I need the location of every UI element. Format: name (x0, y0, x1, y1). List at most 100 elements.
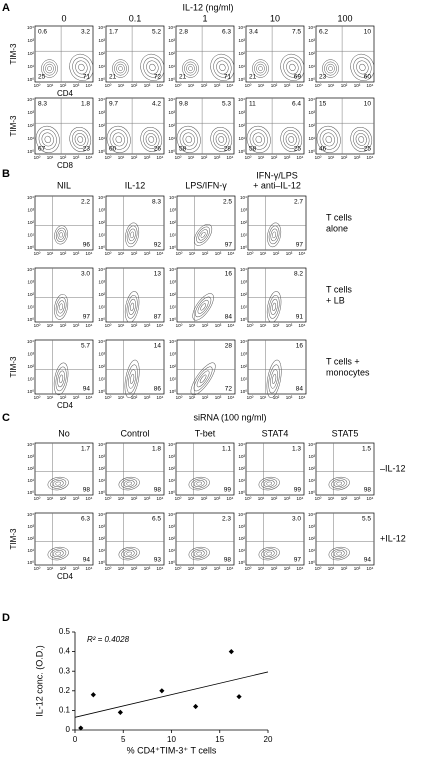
y-tick-label: 10⁴ (238, 25, 245, 30)
y-tick-label: 10⁰ (98, 317, 105, 322)
contour (326, 63, 335, 74)
quadrant-value: 0.6 (38, 29, 47, 36)
x-tick-label: 10⁰ (34, 323, 41, 328)
contour (118, 66, 123, 72)
contour (324, 61, 337, 76)
y-tick-label: 10² (27, 364, 34, 369)
quadrant-value: 8.3 (38, 101, 47, 108)
contour (196, 226, 210, 244)
quadrant-value: 72 (225, 386, 233, 393)
quadrant-value: 91 (296, 314, 304, 321)
quadrant-value: 58 (179, 146, 187, 153)
quadrant-value: 3.0 (292, 516, 301, 523)
quadrant-value: 98 (154, 487, 162, 494)
contour (54, 225, 68, 245)
quadrant-value: 1.1 (222, 446, 231, 453)
y-tick-label: 10¹ (27, 136, 34, 141)
x-tick-label: 10⁴ (157, 323, 164, 328)
contour (272, 231, 277, 239)
x-tick-label: 10¹ (328, 496, 335, 501)
contour (193, 550, 205, 558)
contour (267, 222, 282, 248)
contour (283, 57, 302, 78)
y-axis-label: TIM-3 (9, 528, 18, 549)
contour (263, 550, 275, 558)
y-tick-label: 10⁰ (240, 245, 247, 250)
y-tick-label: 10⁰ (27, 389, 34, 394)
x-tick-label: 10¹ (47, 155, 54, 160)
y-tick-label: 10² (238, 123, 245, 128)
x-tick-label: 10² (60, 496, 67, 501)
contour (191, 548, 208, 559)
x-axis-label: CD4 (57, 401, 74, 410)
y-tick-label: 10² (308, 123, 315, 128)
x-tick-label: 10² (60, 155, 67, 160)
x-tick-label: 10¹ (188, 83, 195, 88)
x-tick-label: 10⁰ (245, 83, 252, 88)
x-tick-label: 10² (202, 251, 209, 256)
y-tick-label: 10⁴ (27, 267, 34, 272)
contour (195, 296, 212, 318)
contour (350, 126, 373, 152)
x-tick-label: 10¹ (260, 395, 267, 400)
x-tick-label: 10⁴ (157, 155, 164, 160)
quadrant-value: 16 (296, 343, 304, 350)
x-tick-label: 10⁴ (297, 155, 304, 160)
contour (106, 125, 131, 154)
y-tick-label: 10³ (308, 454, 315, 459)
quadrant-value: 6.4 (292, 101, 301, 108)
contour (186, 63, 195, 74)
column-header: T-bet (195, 428, 216, 438)
contour (193, 480, 205, 488)
x-tick-label: 10² (341, 83, 348, 88)
panel-label: D (2, 612, 10, 624)
contour (179, 129, 198, 150)
y-tick-label: 10¹ (98, 136, 105, 141)
y-tick-label: 10⁴ (238, 512, 245, 517)
contour (283, 130, 300, 149)
x-tick-label: 10⁴ (157, 251, 164, 256)
panel-title: siRNA (100 ng/ml) (193, 412, 266, 422)
contour (176, 125, 201, 154)
y-tick-label: 10¹ (168, 478, 175, 483)
y-tick-label: 10⁰ (238, 149, 245, 154)
x-tick-label: 10¹ (258, 83, 265, 88)
quadrant-value: 97 (294, 557, 302, 564)
contour (109, 129, 128, 150)
column-header: 10 (270, 13, 280, 23)
quadrant-value: 71 (224, 74, 232, 81)
x-tick-label: 10⁰ (176, 323, 183, 328)
contour (118, 546, 140, 561)
x-tick-label: 10⁴ (227, 496, 234, 501)
contour (355, 133, 367, 146)
y-tick-label: 10² (98, 466, 105, 471)
x-tick-label: 5 (121, 735, 126, 744)
x-tick-label: 10¹ (189, 251, 196, 256)
contour (266, 291, 282, 323)
contour (55, 366, 67, 392)
quadrant-value: 58 (249, 146, 257, 153)
y-tick-label: 0.1 (59, 706, 71, 715)
trend-line (74, 671, 269, 718)
x-tick-label: 10² (341, 155, 348, 160)
row-label: +IL-12 (380, 533, 406, 543)
y-tick-label: 10⁴ (308, 442, 315, 447)
contour (115, 135, 122, 144)
contour (69, 126, 92, 152)
quadrant-value: 5.2 (152, 29, 161, 36)
quadrant-value: 1.7 (109, 29, 118, 36)
x-tick-label: 10⁴ (297, 83, 304, 88)
quadrant-value: 28 (225, 343, 233, 350)
column-header: No (58, 428, 70, 438)
y-tick-label: 10³ (27, 38, 34, 43)
contour (325, 135, 332, 144)
contour (288, 136, 295, 143)
contour (57, 300, 65, 314)
contour (130, 373, 135, 384)
contour (322, 59, 339, 78)
quadrant-value: 99 (224, 487, 232, 494)
y-tick-label: 10² (168, 466, 175, 471)
y-tick-label: 10⁴ (27, 25, 34, 30)
contour (184, 61, 197, 76)
plot-frame (105, 339, 165, 395)
